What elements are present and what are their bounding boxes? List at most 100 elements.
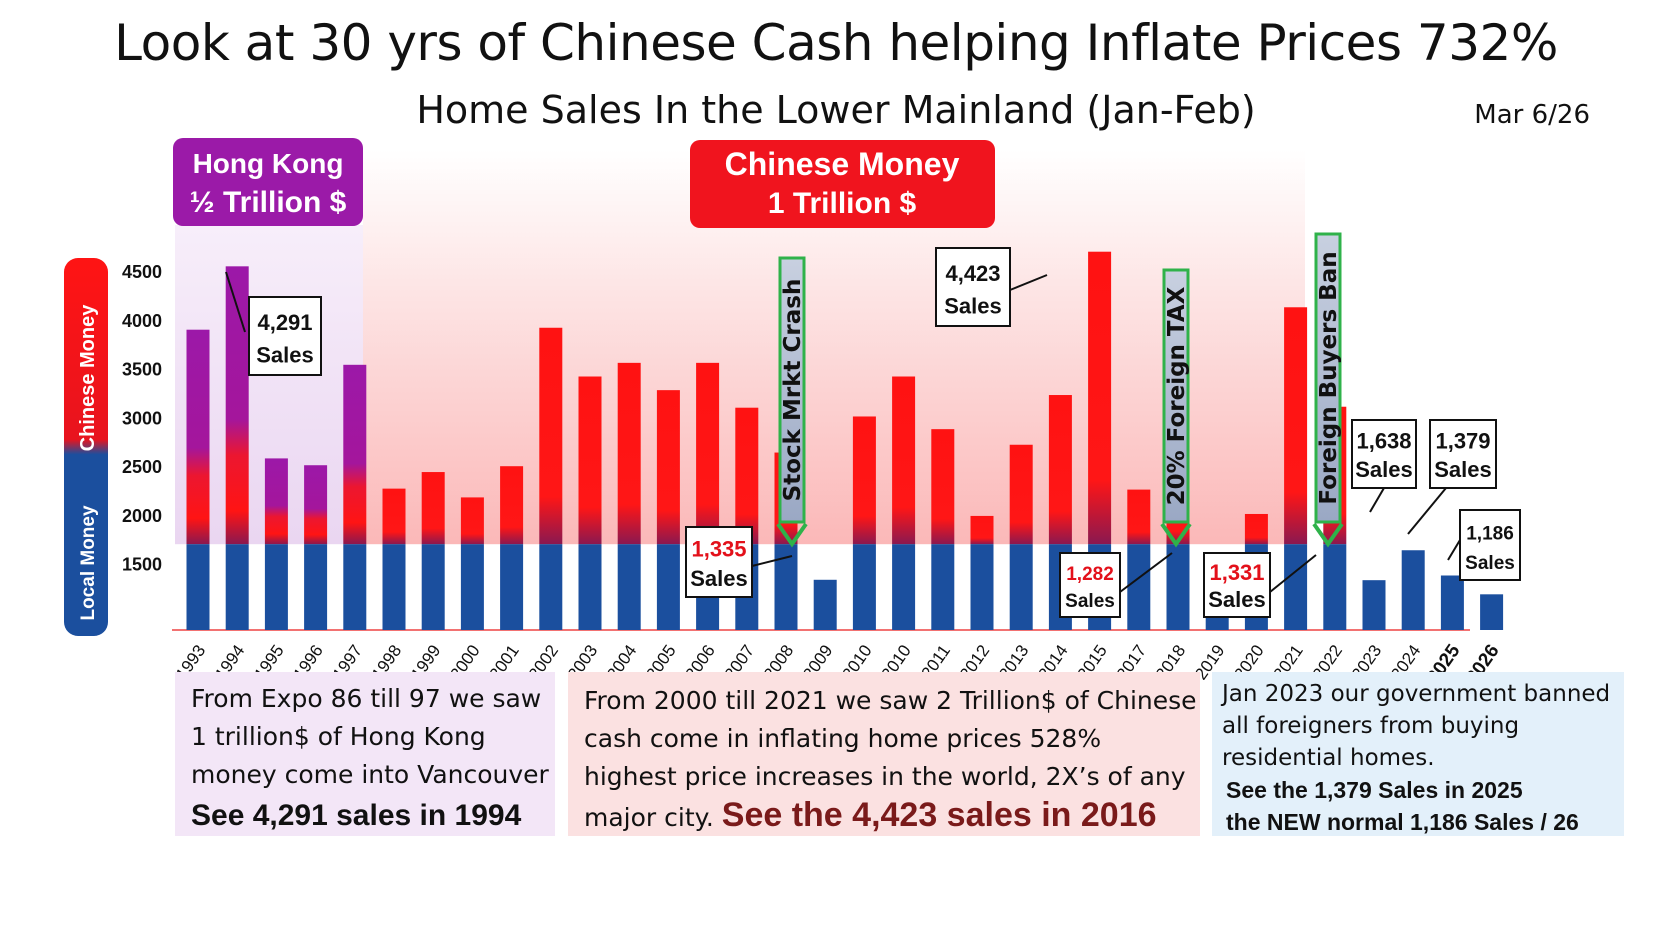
bar-local-1996 (304, 544, 328, 630)
bar-1993 (186, 329, 210, 545)
bar-2007 (735, 407, 759, 545)
bar-1994 (225, 266, 249, 545)
cn-note-highlight: See the 4,423 sales in 2016 (721, 796, 1157, 834)
bar-2025 (1440, 575, 1464, 630)
bar-local-2004 (617, 544, 641, 630)
callout-1994: 4,291 Sales (225, 271, 322, 376)
callout-leader (1269, 554, 1317, 593)
callout-value: 1,186 (1466, 523, 1514, 544)
bar-2000 (460, 497, 484, 545)
hong-kong-note: From Expo 86 till 97 we saw 1 trillion$ … (175, 672, 555, 836)
bar-2020 (1244, 513, 1268, 545)
fb-note-line: Jan 2023 our government banned (1222, 681, 1611, 707)
money-type-bar (64, 258, 108, 636)
marker-arrow-body (778, 256, 806, 524)
bar-1996 (304, 465, 328, 545)
hong-kong-banner-line2: ½ Trillion $ (190, 186, 347, 219)
marker-label: 20% Foreign TAX (1164, 286, 1190, 505)
cn-note-line: highest price increases in the world, 2X… (584, 762, 1186, 791)
bar-2009 (813, 579, 837, 630)
chart-title: Look at 30 yrs of Chinese Cash helping I… (114, 14, 1558, 72)
callout-value: 1,331 (1209, 560, 1264, 585)
bar-2003 (578, 376, 602, 545)
bar-local-2011 (931, 544, 955, 630)
callout-2026: 1,186 Sales (1447, 509, 1521, 581)
callout-leader (1407, 487, 1447, 535)
foreign-ban-note: Jan 2023 our government banned all forei… (1212, 672, 1624, 836)
hong-kong-banner (173, 138, 363, 226)
callout-box (1203, 552, 1271, 618)
callout-word: Sales (1434, 457, 1492, 482)
bar-local-2001 (500, 544, 524, 630)
bar-2005 (656, 390, 680, 545)
marker-2009: Stock Mrkt Crash (776, 256, 808, 548)
bar-local-2003 (578, 544, 602, 630)
chinese-money-banner (690, 140, 995, 228)
cn-note-line: cash come in inflating home prices 528% (584, 724, 1102, 753)
bar-local-1997 (343, 544, 367, 630)
y-tick-label: 3000 (122, 408, 162, 428)
bar-local-2021 (1284, 544, 1308, 630)
fb-note-highlight: See the 1,379 Sales in 2025 (1226, 777, 1523, 803)
bar-local-2010 (892, 544, 916, 630)
bar-local-2010 (852, 544, 876, 630)
y-tick-label: 3500 (122, 360, 162, 380)
bar-local-2005 (656, 544, 680, 630)
callout-word: Sales (1465, 553, 1515, 574)
bar-1995 (264, 458, 288, 545)
event-markers: Stock Mrkt Crash 20% Foreign TAX Foreign B… (776, 232, 1344, 548)
callout-box (1059, 552, 1121, 618)
bar-2017 (1127, 489, 1151, 545)
marker-arrow-head (1160, 522, 1192, 548)
marker-arrow-body (1314, 232, 1342, 524)
bar-local-1993 (186, 544, 210, 630)
bar-local-2022 (1323, 544, 1347, 630)
cn-note-line: From 2000 till 2021 we saw 2 Trillion$ o… (584, 686, 1197, 715)
bar-local-2012 (970, 544, 994, 630)
hk-note-highlight: See 4,291 sales in 1994 (191, 799, 522, 832)
bar-2001 (500, 466, 524, 545)
bar-local-1995 (264, 544, 288, 630)
callout-2025: 1,379 Sales (1407, 419, 1497, 535)
y-axis: Chinese Money Local Money 1500 2000 2500 3000… (64, 258, 1470, 636)
fb-note-line: all foreigners from buying (1222, 713, 1520, 739)
bar-2013 (1009, 444, 1033, 545)
y-tick-label: 4500 (122, 262, 162, 282)
callout-2024: 1,638 Sales (1351, 419, 1417, 513)
bar-2023 (1362, 580, 1386, 630)
callout-leader (225, 271, 246, 333)
bar-local-1998 (382, 544, 406, 630)
bar-2010 (892, 376, 916, 545)
bar-local-2000 (460, 544, 484, 630)
date-label: Mar 6/26 (1474, 100, 1590, 130)
marker-2019: 20% Foreign TAX (1160, 268, 1192, 548)
hk-note-line: money come into Vancouver (191, 760, 549, 789)
bar-1998 (382, 488, 406, 545)
fb-note-line: residential homes. (1222, 745, 1435, 771)
bar-2011 (931, 429, 955, 545)
chinese-money-banner-line2: 1 Trillion $ (768, 187, 917, 220)
callout-value: 1,335 (691, 536, 746, 561)
bar-2024 (1401, 550, 1425, 630)
bar-local-2008 (774, 544, 798, 630)
callout-value: 1,282 (1066, 564, 1114, 585)
callout-leader (1369, 487, 1385, 513)
callout-leader (1009, 274, 1048, 291)
y-tick-label: 1500 (122, 555, 162, 575)
callout-box (248, 296, 322, 376)
sales-chart: Chinese Money Local Money 1500 2000 2500 3000… (64, 138, 1521, 680)
callout-value: 4,291 (257, 310, 312, 335)
callout-word: Sales (944, 294, 1002, 319)
callout-leader (751, 555, 793, 567)
callout-2015: 4,423 Sales (935, 247, 1048, 327)
callout-box (935, 247, 1011, 327)
bar-local-1999 (421, 544, 445, 630)
marker-arrow-body (1162, 268, 1190, 524)
marker-2023: Foreign Buyers Ban (1312, 232, 1344, 548)
callout-value: 4,423 (945, 261, 1000, 286)
fb-note-highlight: the NEW normal 1,186 Sales / 26 (1226, 809, 1579, 835)
callout-word: Sales (1208, 587, 1266, 612)
bar-1999 (421, 472, 445, 545)
bar-2012 (970, 515, 994, 545)
